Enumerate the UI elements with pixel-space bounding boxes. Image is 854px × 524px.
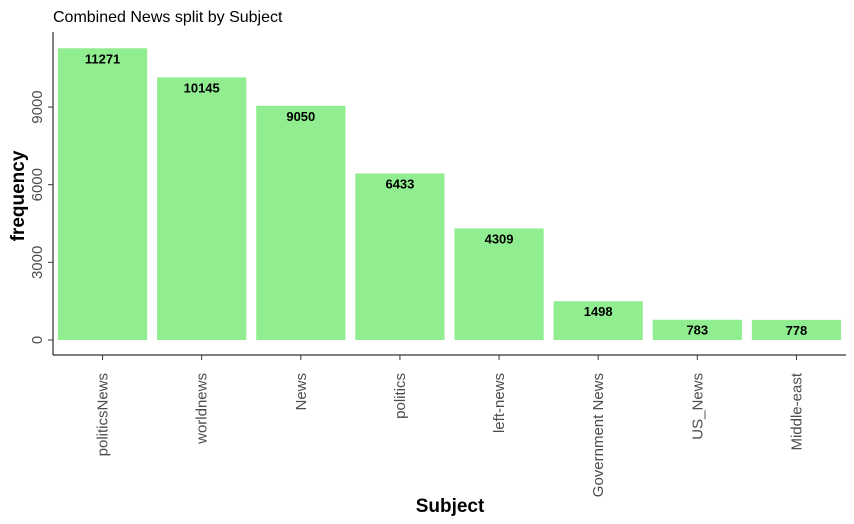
y-tick-label-3000: 3000 <box>29 246 46 279</box>
x-tick-label-left-news: left-news <box>491 373 508 433</box>
x-tick-label-politicsNews: politicsNews <box>95 373 112 456</box>
bar-worldnews <box>157 77 247 341</box>
data-label-Government News: 1498 <box>584 304 613 319</box>
bar-US_News <box>652 319 742 340</box>
bar-politics <box>355 173 445 340</box>
data-label-worldnews: 10145 <box>184 80 220 95</box>
y-axis-title: frequency <box>8 150 29 241</box>
x-tick-label-Government News: Government News <box>590 373 607 497</box>
x-tick-label-Middle-east: Middle-east <box>788 372 805 450</box>
bar-left-news <box>454 228 544 340</box>
data-label-Middle-east: 778 <box>786 323 808 338</box>
bar-News <box>256 105 346 340</box>
bar-Middle-east <box>751 319 842 340</box>
data-label-politicsNews: 11271 <box>85 51 120 66</box>
y-tick-label-6000: 6000 <box>29 168 46 201</box>
y-tick-label-0: 0 <box>29 336 46 344</box>
y-axis: 0 3000 6000 9000 <box>29 32 54 355</box>
x-axis: politicsNews worldnews News politics left-ne… <box>53 354 846 497</box>
x-axis-title: Subject <box>416 496 485 517</box>
chart-title: Combined News split by Subject <box>53 9 283 26</box>
bars-group: 11271 10145 9050 6433 4309 1498 783 778 <box>57 48 842 341</box>
data-label-politics: 6433 <box>385 176 414 191</box>
bar-Government News <box>553 301 643 340</box>
bar-politicsNews <box>57 48 148 340</box>
x-tick-label-US_News: US_News <box>689 373 706 440</box>
x-tick-label-News: News <box>293 373 310 411</box>
x-tick-label-politics: politics <box>392 373 409 419</box>
data-label-US_News: 783 <box>686 323 708 338</box>
data-label-left-news: 4309 <box>485 231 514 246</box>
y-tick-label-9000: 9000 <box>29 90 46 123</box>
x-tick-label-worldnews: worldnews <box>194 373 211 445</box>
data-label-News: 9050 <box>286 109 315 124</box>
